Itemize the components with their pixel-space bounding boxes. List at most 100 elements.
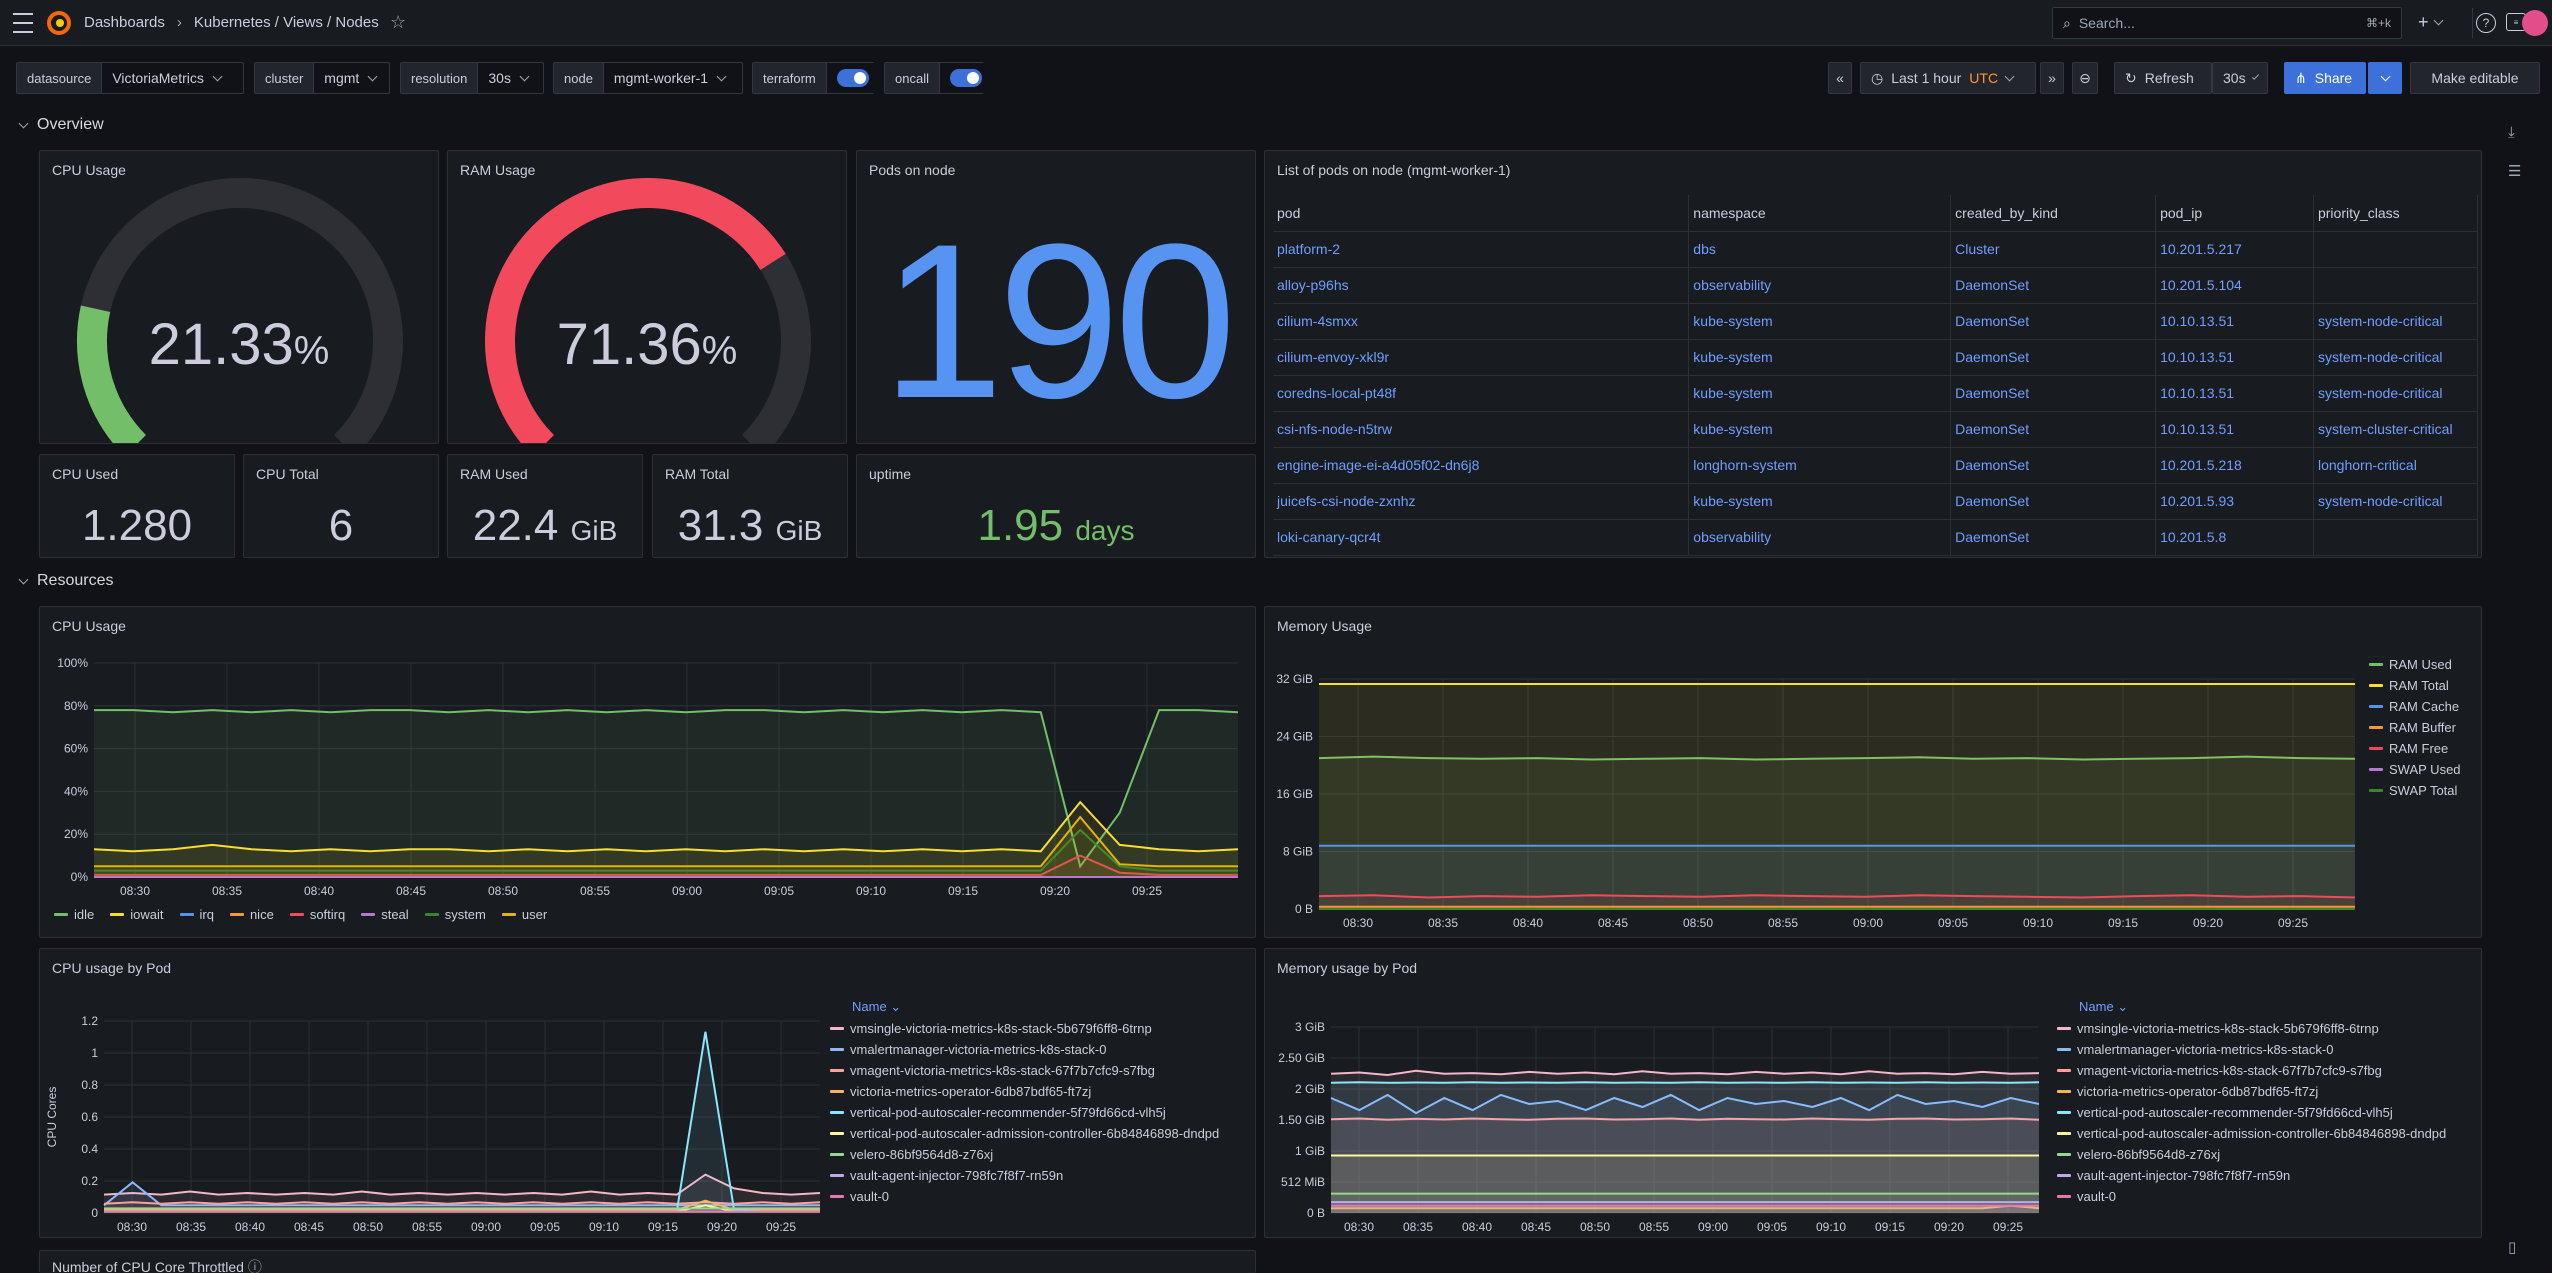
series-line-ram-free[interactable] (1318, 894, 2356, 899)
row-resources[interactable]: Resources (18, 572, 113, 590)
legend-item[interactable]: vault-agent-injector-798fc7f8f7-rn59n (830, 1168, 1219, 1183)
legend-item[interactable]: victoria-metrics-operator-6db87bdf65-ft7… (2057, 1084, 2446, 1099)
table-row[interactable]: platform-2 dbs Cluster 10.201.5.217 (1273, 231, 2479, 268)
legend-item[interactable]: vmsingle-victoria-metrics-k8s-stack-5b67… (830, 1021, 1219, 1036)
series-line-user[interactable] (94, 815, 1238, 868)
star-icon[interactable]: ☆ (390, 12, 407, 32)
cell-created-by-kind[interactable]: DaemonSet (1950, 411, 2157, 448)
legend-item[interactable]: victoria-metrics-operator-6db87bdf65-ft7… (830, 1084, 1219, 1099)
variable-terraform[interactable]: terraform (752, 62, 879, 94)
cell-priority-class[interactable]: system-node-critical (2313, 303, 2479, 340)
legend-item[interactable]: vertical-pod-autoscaler-admission-contro… (830, 1126, 1219, 1141)
memory-usage-by-pod-panel[interactable]: Memory usage by Pod 3 GiB 2.50 GiB 2 GiB 1.… (1264, 948, 2482, 1238)
legend-item[interactable]: vault-agent-injector-798fc7f8f7-rn59n (2057, 1168, 2446, 1183)
cpu-total-panel[interactable]: CPU Total 6 (243, 454, 439, 558)
legend-item[interactable]: irq (179, 907, 214, 922)
table-row[interactable]: alloy-p96hs observability DaemonSet 10.201.… (1273, 267, 2479, 304)
ram-used-panel[interactable]: RAM Used 22.4 GiB (447, 454, 643, 558)
column-header-created-by-kind[interactable]: created_by_kind (1950, 195, 2157, 232)
legend-item[interactable]: vault-0 (2057, 1189, 2446, 1204)
cell-priority-class[interactable]: system-node-critical (2313, 483, 2479, 520)
variable-datasource[interactable]: datasource VictoriaMetrics (16, 62, 244, 94)
legend-item[interactable]: vmalertmanager-victoria-metrics-k8s-stac… (2057, 1042, 2446, 1057)
cell-pod-ip[interactable]: 10.201.5.8 (2155, 519, 2314, 556)
grafana-logo-icon[interactable] (46, 10, 72, 36)
cell-pod[interactable]: csi-nfs-node-n5trw (1273, 411, 1690, 448)
legend-item[interactable]: RAM Total (2369, 678, 2461, 693)
table-row[interactable]: coredns-local-pt48f kube-system DaemonSet 1… (1273, 375, 2479, 412)
cell-priority-class[interactable] (2313, 519, 2479, 556)
legend-item[interactable]: vmsingle-victoria-metrics-k8s-stack-5b67… (2057, 1021, 2446, 1036)
variable-cluster[interactable]: cluster mgmt (254, 62, 390, 94)
cell-pod-ip[interactable]: 10.201.5.104 (2155, 267, 2314, 304)
table-row[interactable]: loki-canary-qcr4t observability DaemonSet 1… (1273, 519, 2479, 556)
series-line-vmalertmanager-victoria-metrics-k8s-stack-0[interactable] (1330, 1093, 2040, 1115)
row-overview[interactable]: Overview (18, 116, 104, 134)
legend-item[interactable]: SWAP Used (2369, 762, 2461, 777)
series-line-vertical-pod-autoscaler-recommender-5f79fd66cd-vlh5j[interactable] (1330, 1081, 2040, 1084)
cell-created-by-kind[interactable]: Cluster (1950, 231, 2157, 268)
cell-priority-class[interactable]: system-node-critical (2313, 339, 2479, 376)
legend-item[interactable]: vmagent-victoria-metrics-k8s-stack-67f7b… (2057, 1063, 2446, 1078)
column-header-pod-ip[interactable]: pod_ip (2155, 195, 2314, 232)
cell-priority-class[interactable]: system-cluster-critical (2313, 411, 2479, 448)
table-row[interactable]: engine-image-ei-a4d05f02-dn6j8 longhorn-s… (1273, 447, 2479, 484)
cell-pod[interactable]: platform-2 (1273, 231, 1690, 268)
variable-resolution[interactable]: resolution 30s (400, 62, 544, 94)
column-header-namespace[interactable]: namespace (1688, 195, 1952, 232)
refresh-interval-select[interactable]: 30s (2212, 62, 2268, 94)
cell-created-by-kind[interactable]: DaemonSet (1950, 267, 2157, 304)
cell-pod-ip[interactable]: 10.10.13.51 (2155, 375, 2314, 412)
avatar[interactable] (2522, 10, 2548, 36)
legend-item[interactable]: idle (54, 907, 94, 922)
legend-item[interactable]: vertical-pod-autoscaler-recommender-5f79… (830, 1105, 1219, 1120)
cell-namespace[interactable]: kube-system (1688, 303, 1952, 340)
legend-item[interactable]: RAM Free (2369, 741, 2461, 756)
table-row[interactable]: juicefs-csi-node-zxnhz kube-system DaemonS… (1273, 483, 2479, 520)
cell-created-by-kind[interactable]: DaemonSet (1950, 447, 2157, 484)
legend-sort-header[interactable]: Name ⌄ (852, 999, 902, 1014)
variable-node[interactable]: node mgmt-worker-1 (553, 62, 743, 94)
series-line-victoria-metrics-operator-6db87bdf65-ft7zj[interactable] (104, 1199, 820, 1211)
series-line-softirq[interactable] (94, 854, 1238, 876)
cell-pod[interactable]: cilium-4smxx (1273, 303, 1690, 340)
cell-priority-class[interactable]: longhorn-critical (2313, 447, 2479, 484)
memory-usage-chart[interactable]: 32 GiB 24 GiB 16 GiB 8 GiB 0 B 08:30 08:35 08:4… (1265, 607, 2482, 938)
add-button[interactable]: + (2418, 12, 2443, 33)
zoom-out-button[interactable]: ⊖ (2072, 62, 2098, 94)
memory-usage-chart-panel[interactable]: Memory Usage 32 GiB 24 GiB 16 GiB 8 GiB 0 B 0… (1264, 606, 2482, 938)
cell-pod-ip[interactable]: 10.10.13.51 (2155, 303, 2314, 340)
cell-created-by-kind[interactable]: DaemonSet (1950, 303, 2157, 340)
ram-usage-gauge-panel[interactable]: RAM Usage 71.36% (447, 150, 847, 444)
cell-pod-ip[interactable]: 10.201.5.217 (2155, 231, 2314, 268)
cell-namespace[interactable]: kube-system (1688, 411, 1952, 448)
cell-priority-class[interactable]: system-node-critical (2313, 375, 2479, 412)
cell-namespace[interactable]: observability (1688, 519, 1952, 556)
cell-pod[interactable]: cilium-envoy-xkl9r (1273, 339, 1690, 376)
cpu-used-panel[interactable]: CPU Used 1.280 (39, 454, 235, 558)
series-line-system[interactable] (94, 828, 1238, 872)
refresh-button[interactable]: ↻ Refresh (2114, 62, 2212, 94)
cell-namespace[interactable]: kube-system (1688, 375, 1952, 412)
series-line-vmsingle-victoria-metrics-k8s-stack-5b679f6ff8-6trnp[interactable] (1330, 1069, 2040, 1077)
cpu-usage-chart[interactable]: 100% 80% 60% 40% 20% 0% 08:30 08:35 08:40 08:45 08… (40, 607, 1256, 938)
help-icon[interactable]: ? (2476, 13, 2496, 33)
cell-priority-class[interactable] (2313, 231, 2479, 268)
sidebar-toggle-icon[interactable]: ▯ (2508, 1239, 2517, 1256)
series-line-vmalertmanager-victoria-metrics-k8s-stack-0[interactable] (103, 1181, 820, 1207)
cell-pod[interactable]: engine-image-ei-a4d05f02-dn6j8 (1273, 447, 1690, 484)
legend-item[interactable]: softirq (289, 907, 345, 922)
info-icon[interactable]: ⓘ (247, 1259, 262, 1273)
ram-total-panel[interactable]: RAM Total 31.3 GiB (652, 454, 848, 558)
series-line-idle[interactable] (94, 709, 1239, 869)
cell-pod-ip[interactable]: 10.10.13.51 (2155, 411, 2314, 448)
cell-created-by-kind[interactable]: DaemonSet (1950, 519, 2157, 556)
oncall-toggle[interactable] (949, 69, 982, 87)
time-forward-button[interactable]: » (2040, 62, 2064, 94)
legend-item[interactable]: RAM Used (2369, 657, 2461, 672)
legend-item[interactable]: vault-0 (830, 1189, 1219, 1204)
cell-namespace[interactable]: dbs (1688, 231, 1952, 268)
cell-pod-ip[interactable]: 10.201.5.93 (2155, 483, 2314, 520)
column-header-pod[interactable]: pod (1273, 195, 1690, 232)
add-panel-icon[interactable]: ⤓ (2508, 124, 2515, 141)
